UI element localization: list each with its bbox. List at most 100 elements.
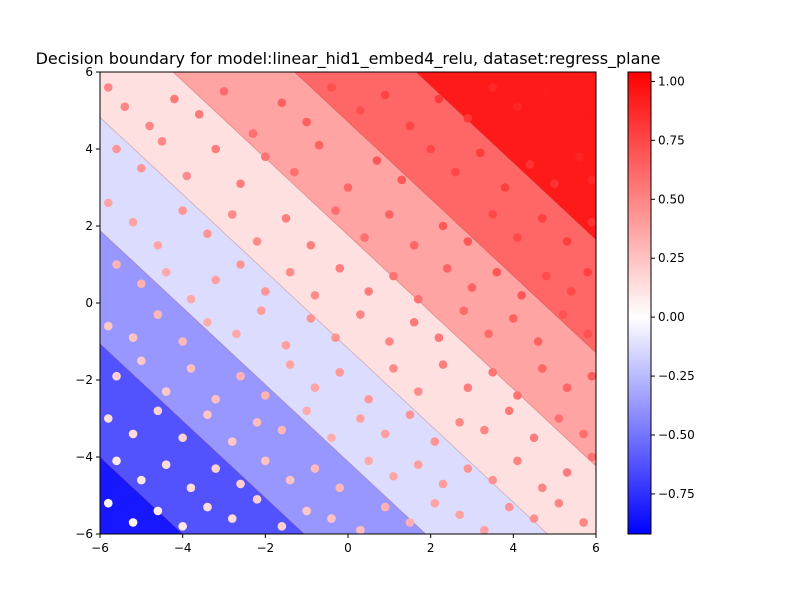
data-point — [480, 425, 489, 435]
data-point — [360, 233, 369, 242]
data-point — [211, 275, 221, 285]
data-point — [380, 502, 390, 512]
data-point — [554, 414, 564, 423]
data-point — [182, 171, 192, 181]
y-tick-label: −2 — [75, 373, 93, 387]
data-point — [343, 183, 353, 192]
data-point — [504, 502, 514, 512]
data-point — [587, 371, 596, 381]
y-axis: −6 −4 −2 0 2 4 6 — [75, 65, 100, 541]
data-point — [178, 522, 187, 531]
data-point — [562, 106, 572, 115]
colorbar-tick-label: 0.75 — [658, 133, 685, 147]
x-tick-label: −4 — [174, 541, 192, 555]
data-point — [103, 83, 113, 92]
data-point — [504, 406, 514, 416]
data-point — [587, 452, 596, 462]
data-point — [364, 287, 373, 296]
data-point — [463, 237, 473, 246]
data-point — [327, 83, 336, 92]
data-point — [306, 314, 316, 323]
data-point — [550, 179, 559, 188]
data-point — [409, 240, 419, 250]
data-point — [236, 479, 245, 489]
data-point — [252, 418, 262, 427]
y-tick-label: 6 — [85, 65, 93, 79]
data-point — [236, 260, 245, 269]
data-point — [459, 306, 469, 316]
data-point — [219, 86, 229, 96]
data-point — [310, 464, 320, 473]
colorbar: −0.75 −0.50 −0.25 0.00 0.25 0.50 0.75 1.00 — [627, 71, 695, 535]
data-point — [413, 387, 423, 396]
contour-line — [294, 72, 596, 354]
data-point — [137, 356, 146, 366]
data-point — [529, 433, 539, 443]
data-point — [455, 510, 464, 520]
data-point — [281, 214, 291, 223]
data-point — [434, 94, 444, 104]
data-point — [178, 206, 187, 215]
data-point — [178, 433, 187, 443]
data-point — [542, 86, 551, 96]
data-point — [248, 129, 258, 138]
data-point — [380, 429, 390, 439]
y-tick-label: −4 — [75, 450, 93, 464]
data-point — [525, 160, 535, 169]
data-point — [438, 221, 448, 231]
data-point — [161, 460, 171, 470]
x-tick-label: 0 — [344, 541, 352, 555]
x-tick-label: 6 — [592, 541, 600, 555]
data-point — [537, 214, 547, 223]
x-tick-label: −2 — [256, 541, 274, 555]
data-point — [285, 360, 295, 369]
data-point — [587, 175, 596, 185]
data-point — [327, 514, 336, 523]
data-point — [310, 291, 320, 300]
data-point — [178, 337, 187, 346]
data-point — [236, 371, 245, 381]
data-point — [302, 117, 311, 127]
data-point — [488, 475, 497, 485]
colorbar-tick-label: 0.25 — [658, 251, 685, 265]
plot-area — [100, 72, 596, 534]
data-point — [170, 94, 179, 104]
data-point — [442, 264, 452, 273]
data-point — [335, 264, 345, 273]
data-point — [529, 514, 539, 523]
contour-line — [415, 72, 596, 240]
data-point — [211, 464, 221, 473]
data-point — [306, 240, 316, 250]
data-point — [405, 410, 415, 419]
colorbar-tick-label: 0.00 — [658, 310, 685, 324]
data-point — [203, 317, 212, 327]
data-point — [112, 371, 121, 381]
contour-band — [172, 72, 596, 467]
data-point — [562, 237, 572, 246]
data-point — [513, 456, 522, 466]
data-point — [467, 283, 477, 292]
data-point — [277, 425, 287, 435]
data-point — [430, 437, 440, 446]
data-point — [500, 183, 510, 192]
y-tick-label: 2 — [85, 219, 93, 233]
data-point — [575, 152, 584, 161]
data-point — [203, 410, 212, 419]
contour-line — [172, 72, 596, 467]
data-point — [488, 368, 497, 377]
data-point — [509, 314, 518, 323]
data-point — [356, 414, 365, 423]
contour-band — [100, 457, 183, 534]
data-point — [385, 337, 394, 346]
data-point — [364, 456, 373, 466]
data-point — [252, 237, 262, 246]
data-point — [480, 525, 489, 534]
data-point — [157, 137, 167, 146]
data-point — [137, 475, 146, 485]
data-point — [310, 383, 320, 393]
data-point — [409, 317, 419, 327]
data-point — [484, 329, 493, 339]
contour-band — [294, 72, 596, 353]
data-point — [261, 287, 270, 296]
data-point — [302, 506, 311, 516]
